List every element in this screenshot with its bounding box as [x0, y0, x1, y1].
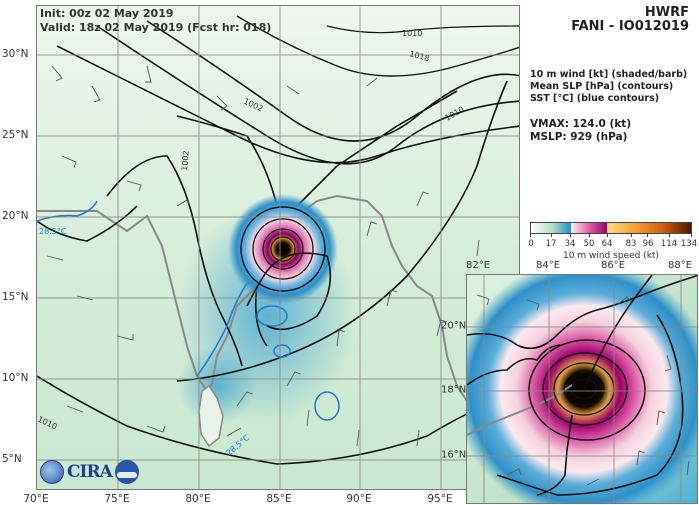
cb-tick-label: 34	[564, 239, 576, 249]
slp-label: 1002	[180, 150, 191, 171]
globe-icon	[40, 460, 64, 484]
storm-title: FANI - IO012019	[571, 19, 689, 34]
x-tick-80E: 80°E	[185, 493, 211, 505]
cb-tick-label: 17	[545, 239, 557, 249]
slp-label: 1010	[402, 29, 422, 38]
cloud-badge-icon	[114, 460, 139, 484]
cb-tick	[589, 234, 590, 237]
sst-label: 28.5°C	[39, 227, 67, 236]
vmax-value: VMAX: 124.0 (kt)	[530, 118, 632, 130]
main-map: 1002 1002 1010 1018 1010 1010 28.5°C 28.…	[36, 5, 520, 490]
wind-colorbar	[530, 222, 692, 234]
legend-sst: SST [°C] (blue contours)	[530, 93, 660, 104]
init-time-label: Init: 00z 02 May 2019	[40, 7, 174, 20]
colorbar-segment-17-34	[551, 223, 571, 233]
inset-x-tick-84E: 84°E	[535, 260, 561, 271]
mslp-value: MSLP: 929 (hPa)	[530, 131, 628, 143]
cb-tick	[551, 234, 552, 237]
x-tick-85E: 85°E	[266, 493, 292, 505]
x-tick-90E: 90°E	[346, 493, 372, 505]
inset-x-tick-88E: 88°E	[667, 260, 693, 271]
cb-tick-label: 83	[625, 239, 637, 249]
cb-tick	[631, 234, 632, 237]
cb-tick-label: 64	[601, 239, 613, 249]
cb-tick-label: 50	[583, 239, 595, 249]
legend-slp: Mean SLP [hPa] (contours)	[530, 81, 674, 92]
inset-y-tick-18N: 18°N	[441, 384, 467, 396]
valid-time-label: Valid: 18z 02 May 2019 (Fcst hr: 018)	[40, 21, 272, 34]
y-tick-25N: 25°N	[2, 129, 29, 141]
cira-logo-text: CIRA	[67, 462, 113, 482]
main-map-canvas: 1002 1002 1010 1018 1010 1010 28.5°C 28.…	[37, 6, 519, 489]
cb-tick-label: 114	[660, 239, 678, 249]
y-tick-20N: 20°N	[2, 210, 29, 222]
cira-logo: CIRA	[40, 460, 139, 484]
y-tick-15N: 15°N	[2, 291, 29, 303]
cb-tick-label: 0	[528, 239, 534, 249]
model-title: HWRF	[644, 5, 689, 20]
x-tick-95E: 95°E	[427, 493, 453, 505]
inset-x-tick-82E: 82°E	[465, 260, 491, 271]
cb-tick	[530, 234, 531, 237]
y-tick-5N: 5°N	[2, 453, 22, 465]
cb-tick	[570, 234, 571, 237]
y-tick-30N: 30°N	[2, 48, 29, 60]
inset-y-tick-16N: 16°N	[441, 449, 467, 461]
colorbar-title: 10 m wind speed (kt)	[563, 251, 659, 261]
cb-tick	[691, 234, 692, 237]
inset-x-tick-86E: 86°E	[600, 260, 626, 271]
cb-tick-label: 96	[642, 239, 654, 249]
colorbar-segment-34-64	[570, 223, 607, 233]
cb-tick	[647, 234, 648, 237]
inset-map	[466, 274, 698, 504]
y-tick-10N: 10°N	[2, 372, 29, 384]
inset-y-tick-20N: 20°N	[441, 320, 467, 332]
x-tick-75E: 75°E	[104, 493, 130, 505]
inset-map-canvas	[467, 275, 697, 503]
cb-tick	[607, 234, 608, 237]
colorbar-segment-64-134	[606, 223, 691, 233]
cb-tick	[669, 234, 670, 237]
colorbar-segment-0-17	[531, 223, 552, 233]
cb-tick-label: 134	[680, 239, 698, 249]
legend-wind: 10 m wind [kt] (shaded/barb)	[530, 69, 688, 80]
x-tick-70E: 70°E	[23, 493, 49, 505]
